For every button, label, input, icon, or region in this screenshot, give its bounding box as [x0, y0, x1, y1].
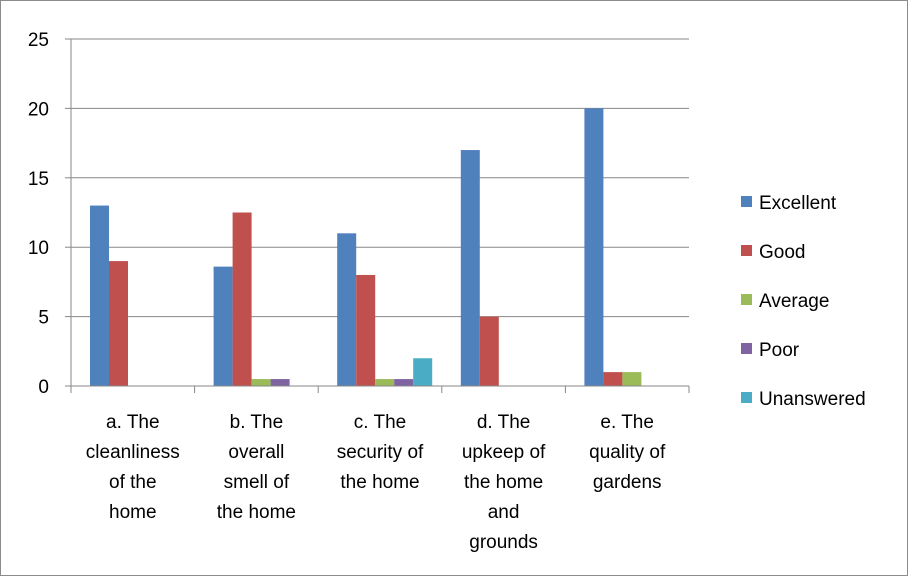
x-category-label-line: and — [488, 502, 520, 523]
x-category-label-line: cleanliness — [86, 442, 180, 463]
bar-excellent — [584, 108, 604, 387]
legend-swatch-poor — [741, 343, 752, 354]
x-category-label-line: e. The — [600, 412, 654, 433]
legend-label-excellent: Excellent — [759, 193, 837, 214]
bar-excellent — [460, 150, 480, 386]
bar-poor — [394, 379, 414, 386]
bar-average — [375, 379, 395, 386]
legend-swatch-unanswered — [741, 392, 752, 403]
x-category-label-line: the home — [217, 502, 296, 523]
x-category-label-line: quality of — [589, 442, 666, 463]
legend-label-unanswered: Unanswered — [759, 389, 866, 410]
legend-label-poor: Poor — [759, 340, 800, 361]
y-tick-label: 20 — [28, 99, 49, 120]
legend: Excellent Good Average Poor Unanswered — [741, 193, 866, 410]
legend-swatch-excellent — [741, 196, 752, 207]
x-category-label: d. The upkeep of the home and grounds — [462, 412, 546, 553]
x-category-label-line: home — [109, 502, 157, 523]
x-category-label: a. The cleanliness of the home — [86, 412, 180, 523]
axes — [65, 38, 690, 393]
y-tick-label: 10 — [28, 238, 49, 259]
bar-excellent — [213, 266, 233, 386]
x-category-label-line: the home — [340, 472, 419, 493]
x-category-label: e. The quality of gardens — [589, 412, 666, 493]
y-tick-label: 15 — [28, 169, 49, 190]
bar-good — [603, 372, 623, 386]
bar-unanswered — [413, 358, 433, 386]
x-category-label: b. The overall smell of the home — [217, 412, 296, 523]
x-category-label-line: overall — [228, 442, 284, 463]
legend-label-good: Good — [759, 242, 805, 263]
x-category-label-line: upkeep of — [462, 442, 546, 463]
x-category-label-line: c. The — [354, 412, 406, 433]
x-category-label-line: a. The — [106, 412, 160, 433]
x-category-label-line: the home — [464, 472, 543, 493]
bars — [90, 108, 642, 387]
y-tick-label: 5 — [38, 308, 49, 329]
x-category-label-line: grounds — [469, 532, 538, 553]
bar-good — [479, 316, 499, 386]
bar-good — [232, 212, 252, 386]
bar-poor — [270, 379, 290, 386]
legend-label-average: Average — [759, 291, 829, 312]
bar-excellent — [90, 205, 109, 386]
y-tick-label: 25 — [28, 30, 49, 51]
bar-excellent — [337, 233, 357, 386]
bar-average — [622, 372, 642, 386]
x-category-label-line: gardens — [593, 472, 662, 493]
x-category-label: c. The security of the home — [337, 412, 424, 493]
y-tick-label: 0 — [38, 377, 49, 398]
x-category-label-line: d. The — [477, 412, 531, 433]
x-category-label-line: smell of — [224, 472, 290, 493]
bar-good — [356, 274, 376, 386]
legend-swatch-good — [741, 245, 752, 256]
bar-average — [251, 379, 271, 386]
x-category-label-line: of the — [109, 472, 157, 493]
y-tick-labels: 0 5 10 15 20 25 — [28, 30, 49, 398]
legend-swatch-average — [741, 294, 752, 305]
x-category-label-line: b. The — [230, 412, 284, 433]
x-category-labels: a. The cleanliness of the home b. The overall… — [86, 412, 666, 553]
bar-good — [109, 261, 128, 386]
x-category-label-line: security of — [337, 442, 424, 463]
